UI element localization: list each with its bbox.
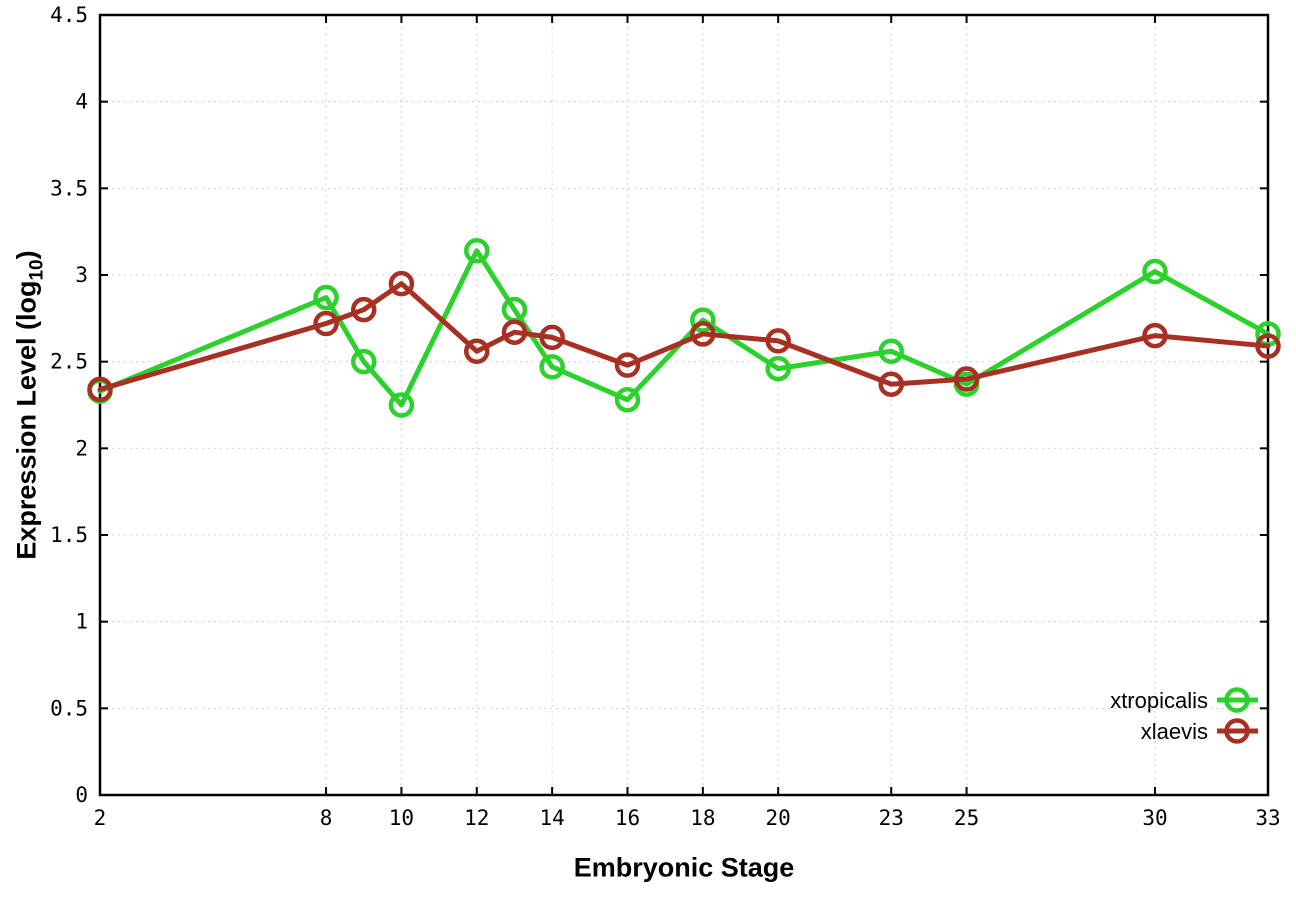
series-xtropicalis-point — [878, 338, 904, 365]
series-xtropicalis-point — [388, 392, 415, 418]
series-xlaevis-point — [1255, 333, 1281, 359]
series-xlaevis-point — [539, 324, 565, 351]
y-tick-label: 2.5 — [50, 350, 88, 374]
x-tick-label: 30 — [1142, 806, 1167, 830]
y-tick-label: 3 — [75, 263, 88, 287]
x-tick-label: 10 — [389, 806, 414, 830]
y-tick-label: 4 — [75, 90, 88, 114]
series-xlaevis-point — [878, 371, 904, 397]
plot-border — [98, 13, 1270, 797]
y-tick-label: 0.5 — [50, 696, 88, 720]
y-axis-label-prefix: Expression Level (log — [11, 280, 42, 560]
y-tick-label: 0 — [75, 783, 88, 807]
series-xlaevis-point — [1142, 322, 1168, 349]
legend-marker-xlaevis — [1224, 718, 1250, 744]
legend-label-xlaevis: xlaevis — [1141, 719, 1208, 744]
y-axis-label: Expression Level (log10) — [12, 250, 49, 559]
x-tick-label: 18 — [690, 806, 715, 830]
y-tick-label: 3.5 — [50, 176, 88, 200]
legend-marker-xtropicalis — [1224, 687, 1250, 713]
x-tick-label: 8 — [320, 806, 333, 830]
series-xlaevis-point — [501, 319, 528, 345]
series-xlaevis-point — [464, 338, 490, 365]
y-tick-label: 2 — [75, 436, 88, 460]
series-xlaevis-point — [313, 310, 339, 337]
x-tick-label: 20 — [766, 806, 791, 830]
series-xtropicalis-line — [97, 248, 1271, 408]
series-xlaevis-point — [765, 328, 791, 354]
y-axis-label-subscript: 10 — [26, 259, 48, 281]
series-xtropicalis-point — [313, 284, 339, 311]
x-tick-label: 33 — [1255, 806, 1280, 830]
series-xtropicalis-point — [350, 348, 377, 375]
x-tick-label: 25 — [954, 806, 979, 830]
y-tick-label: 1.5 — [50, 523, 88, 547]
series-xtropicalis-point — [1142, 258, 1168, 285]
x-axis-label: Embryonic Stage — [573, 852, 795, 883]
series-xtropicalis-point — [614, 387, 641, 413]
series-xtropicalis-point — [765, 355, 791, 382]
series-xlaevis-point — [350, 296, 377, 323]
series-xtropicalis-point — [690, 307, 716, 333]
x-tick-label: 2 — [94, 806, 107, 830]
series-xlaevis-point — [953, 366, 980, 392]
x-tick-label: 12 — [464, 806, 489, 830]
series-xtropicalis-point — [539, 354, 565, 380]
series-xlaevis-point — [690, 321, 716, 347]
y-axis-label-suffix: ) — [11, 250, 42, 260]
series-xlaevis-point — [388, 270, 415, 297]
y-tick-label: 4.5 — [50, 3, 88, 27]
series-xtropicalis-point — [464, 237, 490, 264]
x-tick-label: 23 — [879, 806, 904, 830]
x-tick-label: 14 — [539, 806, 564, 830]
legend-label-xtropicalis: xtropicalis — [1110, 688, 1208, 713]
series-xlaevis-point — [87, 376, 113, 403]
series-xlaevis-point — [614, 352, 641, 378]
y-tick-label: 1 — [75, 610, 88, 634]
x-tick-label: 16 — [615, 806, 640, 830]
